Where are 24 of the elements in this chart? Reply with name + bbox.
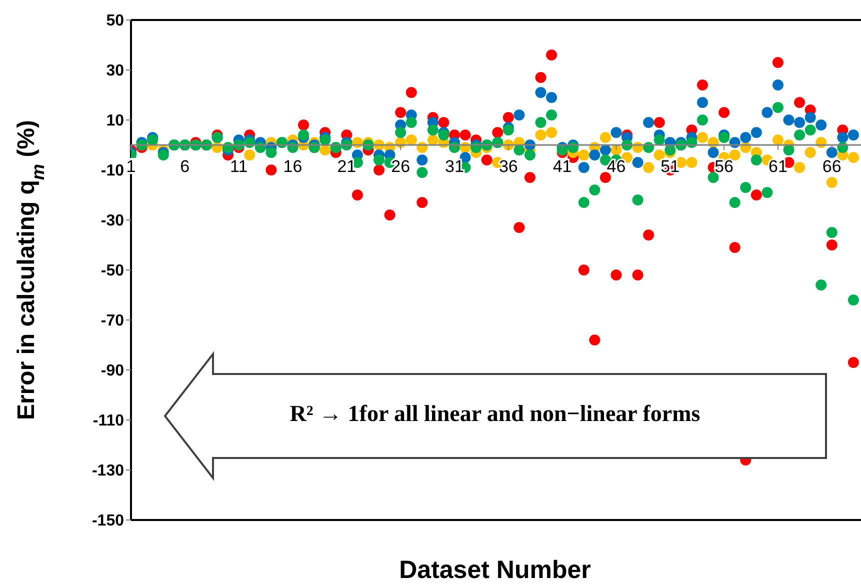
x-tick-label: 26 [391, 157, 410, 176]
y-tick-label: -50 [100, 262, 124, 280]
x-tick-label: 11 [230, 157, 248, 176]
x-tick-label: 36 [498, 157, 518, 176]
annotation: R² → 1for all linear and non−linear forms [290, 401, 700, 426]
x-tick-label: 41 [552, 157, 572, 176]
y-tick-label: -150 [92, 512, 124, 530]
x-tick-label: 1 [126, 157, 136, 176]
x-tick-label: 61 [768, 157, 788, 176]
y-tick-label: -130 [92, 462, 124, 480]
y-tick-label: -30 [100, 212, 124, 230]
y-tick-label: 50 [106, 12, 124, 30]
x-tick-label: 6 [180, 157, 190, 176]
y-tick-label: -10 [100, 162, 124, 180]
x-tick-label: 51 [660, 157, 680, 176]
y-tick-label: 30 [106, 62, 124, 80]
y-tick-label: -110 [92, 412, 124, 430]
y-tick-label: -90 [100, 362, 124, 380]
x-tick-label: 21 [337, 157, 356, 176]
y-tick-label: 10 [106, 112, 124, 130]
x-tick-label: 66 [822, 157, 842, 176]
x-axis-title: Dataset Number [399, 556, 592, 584]
x-tick-label: 16 [283, 157, 302, 176]
y-tick-label: -70 [100, 312, 124, 330]
